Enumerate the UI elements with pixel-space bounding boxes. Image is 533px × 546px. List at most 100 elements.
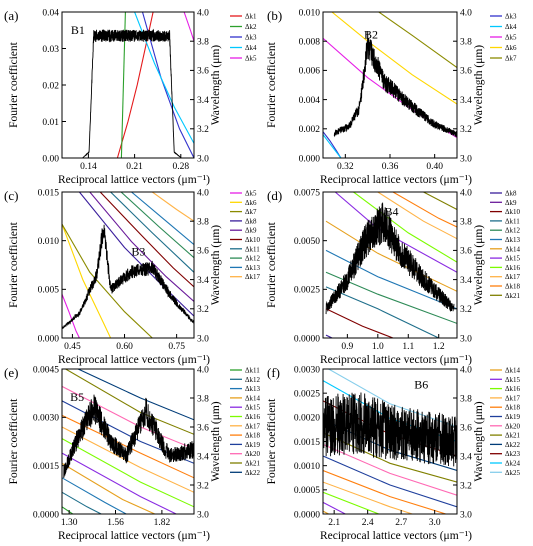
legend-entry: Δk9 <box>245 227 257 235</box>
legend-entry: Δk12 <box>245 255 261 263</box>
legend: Δk1 Δk2 Δk3 Δk4 Δk5 <box>230 13 257 63</box>
y2-axis-label: Wavelength (μm) <box>210 401 222 481</box>
y2-tick-label: 3.4 <box>460 276 472 286</box>
legend-entry: Δk19 <box>505 413 521 421</box>
panel-c: 0.45 0.60 0.75 0.000 0.005 0.010 0.015 3.0 3.2 3.… <box>4 188 261 366</box>
x-tick-label: 0.45 <box>64 342 81 352</box>
dispersion-curve-Δk5 <box>183 12 194 42</box>
y2-tick-label: 3.0 <box>197 334 209 344</box>
legend-entry: Δk13 <box>245 264 261 272</box>
dispersion-curve-Δk20 <box>323 443 457 496</box>
legend-entry: Δk16 <box>505 264 521 272</box>
legend-entry: Δk3 <box>505 13 517 21</box>
dispersion-curve-Δk10 <box>99 192 194 288</box>
dispersion-curve-Δk13 <box>62 477 127 514</box>
panel-label: (c) <box>4 188 18 203</box>
legend-entry: Δk15 <box>505 376 521 384</box>
dispersion-curve-Δk9 <box>89 192 194 302</box>
y-tick-label: 0.0020 <box>294 414 320 424</box>
panel-e: 1.30 1.56 1.82 0.0000 0.0015 0.0030 0.0045 3.0 3… <box>4 365 261 542</box>
legend-entry: Δk24 <box>505 460 521 468</box>
dispersion-curves <box>62 192 194 338</box>
fourier-spectrum <box>323 392 457 467</box>
x-tick-label: 1.1 <box>402 342 414 352</box>
y-tick-label: 0.005 <box>38 286 60 296</box>
y2-tick-label: 3.0 <box>197 510 209 520</box>
x-axis-label: Reciprocal lattice vectors (μm⁻¹) <box>58 530 210 542</box>
y2-tick-label: 3.4 <box>197 96 209 106</box>
legend-entry: Δk15 <box>505 255 521 263</box>
dispersion-curve-Δk6 <box>62 223 112 338</box>
legend-entry: Δk3 <box>245 34 257 42</box>
y2-tick-label: 3.2 <box>460 305 472 315</box>
y2-tick-label: 3.6 <box>197 247 209 257</box>
y2-axis-label: Wavelength (μm) <box>473 401 485 481</box>
y2-tick-label: 4.0 <box>197 365 209 375</box>
legend-entry: Δk5 <box>505 34 517 42</box>
legend-entry: Δk19 <box>245 441 261 449</box>
y-tick-label: 0.010 <box>38 237 60 247</box>
peak-label: B3 <box>131 244 145 258</box>
y2-axis-label: Wavelength (μm) <box>210 45 222 125</box>
legend-entry: Δk12 <box>245 376 261 384</box>
panel-label: (e) <box>4 365 18 380</box>
y-tick-label: 0.0030 <box>33 414 59 424</box>
fourier-spectrum <box>82 28 182 158</box>
y2-tick-label: 3.0 <box>197 154 209 164</box>
peak-label: B4 <box>385 204 399 218</box>
x-tick-label: 0.28 <box>172 162 189 172</box>
dispersion-curve-Δk12 <box>62 491 102 514</box>
peak-label: B2 <box>364 27 378 41</box>
legend-entry: Δk10 <box>505 208 521 216</box>
y-tick-label: 0.0015 <box>33 462 59 472</box>
legend-entry: Δk4 <box>505 23 517 31</box>
y2-tick-label: 3.6 <box>197 423 209 433</box>
y-tick-label: 0.0000 <box>294 510 320 520</box>
dispersion-curve-Δk11 <box>110 192 194 273</box>
x-tick-label: 0.14 <box>80 162 97 172</box>
legend-entry: Δk22 <box>245 469 261 477</box>
legend-entry: Δk23 <box>505 450 521 458</box>
plot-frame <box>61 191 195 339</box>
legend-entry: Δk25 <box>505 469 521 477</box>
fourier-spectrum <box>63 394 194 478</box>
legend-entry: Δk11 <box>505 217 520 225</box>
legend-entry: Δk14 <box>505 245 521 253</box>
legend-entry: Δk16 <box>505 385 521 393</box>
dispersion-curve-Δk12 <box>120 192 194 259</box>
panel-label: (b) <box>267 8 282 23</box>
legend-entry: Δk8 <box>245 217 257 225</box>
y-tick-label: 0.004 <box>299 96 321 106</box>
legend-entry: Δk17 <box>245 422 261 430</box>
y2-tick-label: 4.0 <box>460 8 472 18</box>
legend-entry: Δk6 <box>245 199 257 207</box>
dispersion-curve-Δk10 <box>325 308 394 338</box>
y-tick-label: 0.008 <box>299 38 321 48</box>
legend-entry: Δk6 <box>505 44 517 52</box>
y2-tick-label: 3.8 <box>460 394 472 404</box>
x-axis-label: Reciprocal lattice vectors (μm⁻¹) <box>320 174 472 186</box>
legend-entry: Δk5 <box>245 55 257 63</box>
dispersion-curve-Δk13 <box>325 249 457 310</box>
y2-tick-label: 3.8 <box>197 218 209 228</box>
y2-tick-label: 3.6 <box>460 423 472 433</box>
peak-label: B6 <box>414 377 428 391</box>
legend-entry: Δk22 <box>505 441 521 449</box>
panel-a: 0.14 0.21 0.28 0.00 0.01 0.02 0.03 0.04 3.0 3.2 3.… <box>4 8 257 186</box>
y2-tick-label: 4.0 <box>197 188 209 198</box>
dispersion-curve-Δk21 <box>65 369 194 435</box>
y2-axis-label: Wavelength (μm) <box>210 225 222 305</box>
dispersion-curve-Δk17 <box>151 192 194 222</box>
dispersion-curve-Δk11 <box>325 286 439 338</box>
y-tick-label: 0.000 <box>299 154 321 164</box>
y-tick-label: 0.01 <box>42 118 59 128</box>
legend-entry: Δk17 <box>245 273 261 281</box>
y-tick-label: 0.00 <box>42 154 59 164</box>
dispersion-curve-Δk7 <box>62 223 153 338</box>
dispersion-curve-Δk16 <box>62 438 194 508</box>
panel-f: 2.1 2.4 2.7 3.0 0.0000 0.0005 0.0010 0.0015 0.00… <box>266 365 521 542</box>
legend-entry: Δk7 <box>245 208 257 216</box>
dispersion-curve-Δk19 <box>323 455 457 508</box>
